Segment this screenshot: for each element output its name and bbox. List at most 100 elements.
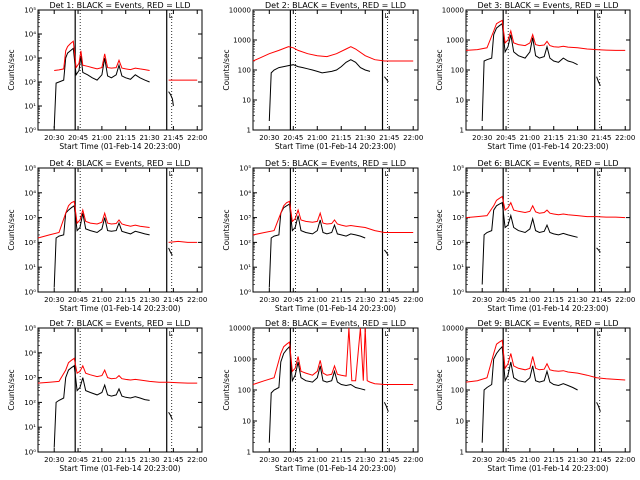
- chart-panel-1: Det 1: BLACK = Events, RED = LLD 10⁰ 10¹ 10…: [7, 1, 207, 151]
- y-tick-label: 1000: [233, 356, 251, 364]
- series-red-line: [465, 339, 626, 383]
- x-tick-label: 21:15: [544, 456, 564, 464]
- y-tick-label: 10⁵: [24, 325, 36, 333]
- y-tick-label: 1000: [446, 37, 464, 45]
- x-tick-label: 21:15: [116, 134, 136, 142]
- y-tick-label: 10³: [24, 214, 36, 222]
- x-tick-label: 21:15: [544, 296, 564, 304]
- y-tick-label: 10000: [229, 7, 251, 15]
- y-tick-label: 10⁴: [452, 189, 464, 197]
- series-black-line: [53, 47, 150, 129]
- marker-label: L: [385, 12, 389, 20]
- x-axis-label: Start Time (01-Feb-14 20:23:00): [275, 142, 396, 151]
- y-axis-label: Counts/sec: [435, 369, 444, 410]
- chart-panel-6: Det 6: BLACK = Events, RED = LLD 10⁰ 10¹ 10…: [435, 159, 635, 313]
- plot-frame: [252, 167, 419, 293]
- chart-title: Det 6: BLACK = Events, RED = LLD: [478, 159, 619, 168]
- x-tick-label: 21:15: [544, 134, 564, 142]
- chart-title: Det 8: BLACK = Events, RED = LLD: [265, 319, 406, 328]
- x-tick-label: 21:30: [567, 134, 587, 142]
- plot-frame: [252, 327, 419, 453]
- x-tick-label: 20:30: [259, 134, 279, 142]
- series-red-line: [252, 327, 414, 385]
- y-tick-label: 10⁰: [239, 289, 251, 297]
- x-tick-label: 21:15: [116, 296, 136, 304]
- y-tick-label: 10²: [24, 239, 36, 247]
- y-tick-label: 10: [242, 97, 251, 105]
- y-tick-label: 10¹: [24, 264, 36, 272]
- y-tick-label: 1: [460, 127, 464, 135]
- x-tick-label: 21:45: [379, 456, 399, 464]
- y-tick-label: 10⁵: [24, 165, 36, 173]
- x-tick-label: 22:00: [187, 456, 207, 464]
- marker-label: L: [385, 330, 389, 338]
- plot-frame: [465, 327, 631, 453]
- x-axis-label: Start Time (01-Feb-14 20:23:00): [59, 142, 180, 151]
- x-tick-label: 22:00: [403, 296, 423, 304]
- y-tick-label: 10⁴: [24, 189, 36, 197]
- x-tick-label: 20:45: [68, 296, 88, 304]
- x-tick-label: 21:45: [163, 456, 183, 464]
- series-black-line: [53, 204, 150, 288]
- x-tick-label: 21:30: [355, 296, 375, 304]
- y-tick-label: 1: [460, 449, 464, 457]
- chart-panel-2: Det 2: BLACK = Events, RED = LLD 1 10 100 10…: [222, 1, 423, 151]
- x-tick-label: 20:30: [259, 296, 279, 304]
- x-tick-label: 21:15: [331, 296, 351, 304]
- x-tick-label: 20:30: [472, 456, 492, 464]
- x-axis-label: Start Time (01-Feb-14 20:23:00): [275, 464, 396, 473]
- y-tick-label: 10⁴: [239, 189, 251, 197]
- series-black-line: [596, 402, 601, 412]
- y-tick-label: 10⁰: [24, 289, 36, 297]
- y-tick-label: 10⁰: [452, 289, 464, 297]
- y-tick-label: 10⁰: [24, 449, 36, 457]
- x-tick-label: 21:30: [139, 296, 159, 304]
- y-tick-label: 10⁰: [24, 127, 36, 135]
- series-black-line: [384, 76, 389, 83]
- x-tick-label: 21:00: [92, 296, 112, 304]
- x-tick-label: 20:30: [44, 296, 64, 304]
- series-black-line: [383, 402, 389, 412]
- y-tick-label: 10⁵: [239, 165, 251, 173]
- x-tick-label: 22:00: [615, 296, 635, 304]
- x-tick-label: 22:00: [403, 456, 423, 464]
- y-tick-label: 10²: [239, 239, 251, 247]
- y-tick-label: 10¹: [24, 103, 36, 111]
- x-tick-label: 21:00: [307, 134, 327, 142]
- x-tick-label: 20:45: [496, 134, 516, 142]
- x-tick-label: 21:45: [163, 296, 183, 304]
- series-red-line: [252, 200, 414, 236]
- marker-label: L: [169, 170, 173, 178]
- x-axis-label: Start Time (01-Feb-14 20:23:00): [487, 142, 608, 151]
- x-tick-label: 20:45: [68, 456, 88, 464]
- y-tick-label: 10000: [229, 325, 251, 333]
- y-tick-label: 10³: [452, 214, 464, 222]
- chart-title: Det 4: BLACK = Events, RED = LLD: [50, 159, 191, 168]
- series-black-line: [268, 345, 366, 443]
- x-axis-label: Start Time (01-Feb-14 20:23:00): [275, 304, 396, 313]
- x-tick-label: 21:15: [331, 456, 351, 464]
- y-axis-label: Counts/sec: [222, 369, 231, 410]
- x-tick-label: 20:30: [44, 456, 64, 464]
- plot-frame: [465, 167, 631, 293]
- x-axis-label: Start Time (01-Feb-14 20:23:00): [487, 304, 608, 313]
- chart-panel-4: Det 4: BLACK = Events, RED = LLD 10⁰ 10¹ 10…: [7, 159, 207, 313]
- y-axis-label: Counts/sec: [7, 369, 16, 410]
- y-axis-label: Counts/sec: [435, 49, 444, 90]
- x-tick-label: 22:00: [403, 134, 423, 142]
- y-tick-label: 100: [238, 387, 251, 395]
- y-tick-label: 10³: [24, 55, 36, 63]
- series-black-line: [596, 76, 601, 86]
- x-tick-label: 21:30: [355, 456, 375, 464]
- x-tick-label: 21:45: [591, 296, 611, 304]
- x-tick-label: 21:00: [520, 134, 540, 142]
- series-black-line: [268, 59, 371, 122]
- y-tick-label: 10¹: [239, 264, 251, 272]
- plot-frame: [37, 167, 203, 293]
- x-axis-label: Start Time (01-Feb-14 20:23:00): [487, 464, 608, 473]
- marker-label: L: [385, 170, 389, 178]
- x-tick-label: 21:00: [307, 456, 327, 464]
- series-red-line: [37, 200, 150, 239]
- chart-title: Det 7: BLACK = Events, RED = LLD: [50, 319, 191, 328]
